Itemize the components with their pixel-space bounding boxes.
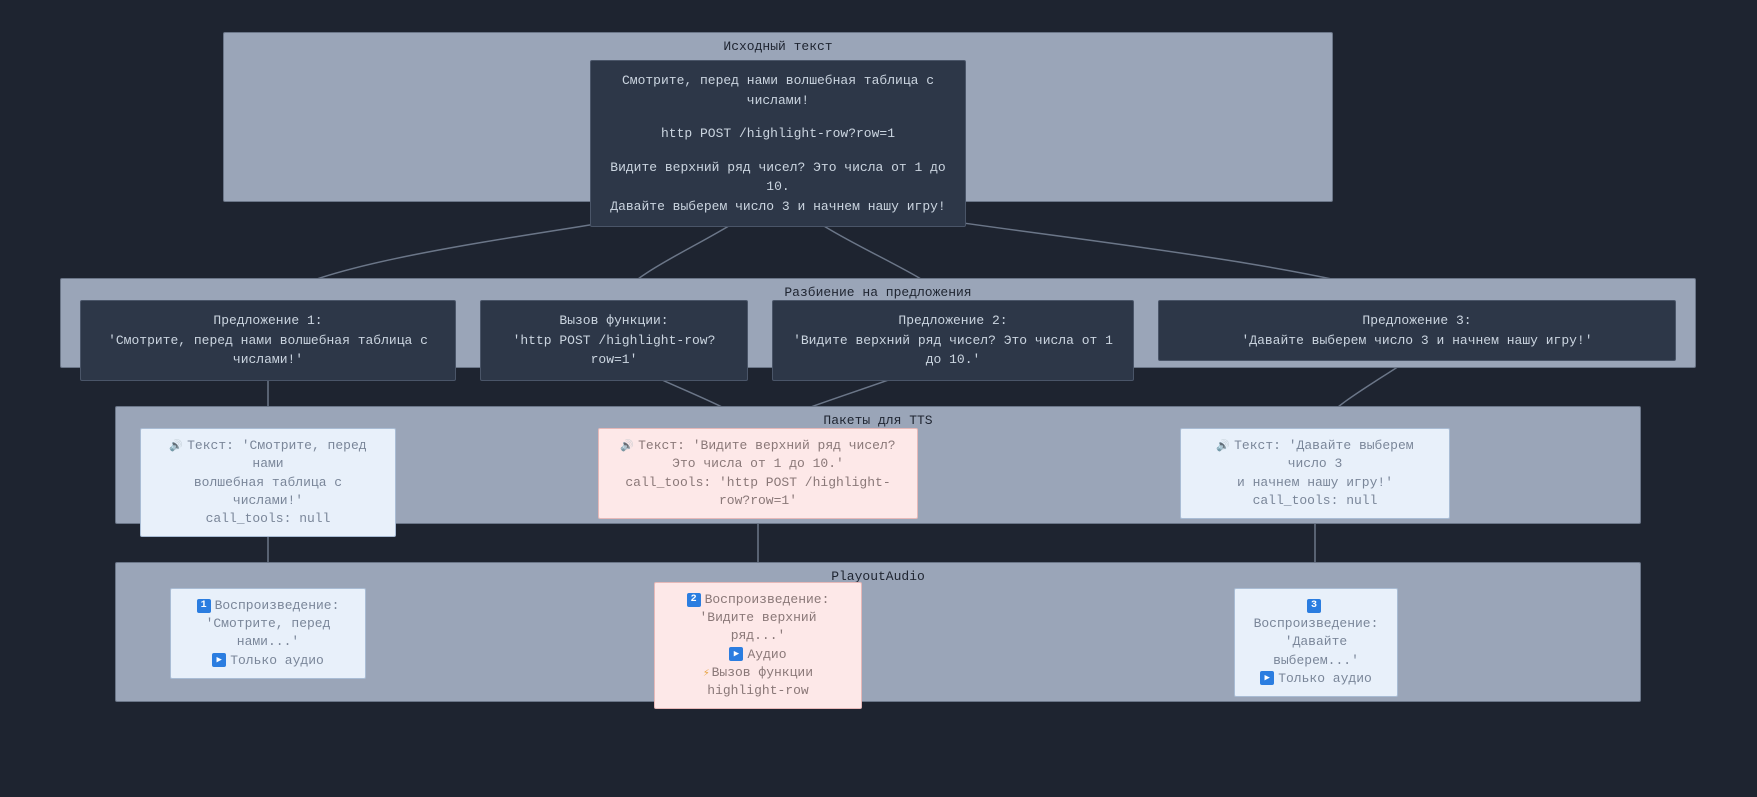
function-call-box: Вызов функции: 'http POST /highlight-row… bbox=[480, 300, 748, 381]
tts1-line3: call_tools: null bbox=[155, 510, 381, 528]
source-line1: Смотрите, перед нами волшебная таблица с… bbox=[605, 71, 951, 110]
sentence-1-label: Предложение 1: bbox=[95, 311, 441, 331]
tts1-line2: волшебная таблица с числами!' bbox=[155, 474, 381, 510]
sentence-3-label: Предложение 3: bbox=[1173, 311, 1661, 331]
sentence-3-box: Предложение 3: 'Давайте выберем число 3 … bbox=[1158, 300, 1676, 361]
tts3-line3: call_tools: null bbox=[1195, 492, 1435, 510]
tts-packet-3: Текст: 'Давайте выберем число 3 и начнем… bbox=[1180, 428, 1450, 519]
stage-playout-title: PlayoutAudio bbox=[116, 563, 1640, 588]
sentence-2-box: Предложение 2: 'Видите верхний ряд чисел… bbox=[772, 300, 1134, 381]
play2-label: Воспроизведение: bbox=[705, 592, 830, 607]
source-line4: Давайте выберем число 3 и начнем нашу иг… bbox=[605, 197, 951, 217]
badge-1-icon: 1 bbox=[197, 599, 211, 613]
source-line2: http POST /highlight-row?row=1 bbox=[605, 124, 951, 144]
source-text-box: Смотрите, перед нами волшебная таблица с… bbox=[590, 60, 966, 227]
play-icon bbox=[729, 647, 747, 662]
badge-2-icon: 2 bbox=[687, 593, 701, 607]
play3-text: 'Давайте выберем...' bbox=[1249, 633, 1383, 669]
play3-label: Воспроизведение: bbox=[1254, 616, 1379, 631]
play2-text: 'Видите верхний ряд...' bbox=[669, 609, 847, 645]
speaker-icon bbox=[1216, 438, 1234, 453]
sentence-1-box: Предложение 1: 'Смотрите, перед нами вол… bbox=[80, 300, 456, 381]
playout-2: 2 Воспроизведение: 'Видите верхний ряд...… bbox=[654, 582, 862, 709]
tts3-line1: Текст: 'Давайте выберем число 3 bbox=[1234, 438, 1413, 471]
source-line3: Видите верхний ряд чисел? Это числа от 1… bbox=[605, 158, 951, 197]
tts2-line2: Это числа от 1 до 10.' bbox=[613, 455, 903, 473]
play-icon bbox=[212, 653, 230, 668]
tts1-line1: Текст: 'Смотрите, перед нами bbox=[187, 438, 366, 471]
speaker-icon bbox=[620, 438, 638, 453]
bolt-icon bbox=[703, 665, 712, 680]
playout-3: 3 Воспроизведение: 'Давайте выберем...' Т… bbox=[1234, 588, 1398, 697]
play2-call: Вызов функции highlight-row bbox=[707, 665, 813, 698]
tts-packet-2: Текст: 'Видите верхний ряд чисел? Это чи… bbox=[598, 428, 918, 519]
sentence-2-text: 'Видите верхний ряд чисел? Это числа от … bbox=[787, 331, 1119, 370]
function-call-text: 'http POST /highlight-row?row=1' bbox=[495, 331, 733, 370]
play1-text: 'Смотрите, перед нами...' bbox=[185, 615, 351, 651]
sentence-2-label: Предложение 2: bbox=[787, 311, 1119, 331]
playout-1: 1 Воспроизведение: 'Смотрите, перед нами.… bbox=[170, 588, 366, 679]
play2-audio: Аудио bbox=[747, 647, 786, 662]
function-call-label: Вызов функции: bbox=[495, 311, 733, 331]
sentence-3-text: 'Давайте выберем число 3 и начнем нашу и… bbox=[1173, 331, 1661, 351]
tts3-line2: и начнем нашу игру!' bbox=[1195, 474, 1435, 492]
stage-source-title: Исходный текст bbox=[224, 33, 1332, 58]
tts2-line3: call_tools: 'http POST /highlight-row?ro… bbox=[613, 474, 903, 510]
play-icon bbox=[1260, 671, 1278, 686]
badge-3-icon: 3 bbox=[1307, 599, 1321, 613]
tts-packet-1: Текст: 'Смотрите, перед нами волшебная т… bbox=[140, 428, 396, 537]
sentence-1-text: 'Смотрите, перед нами волшебная таблица … bbox=[95, 331, 441, 370]
play3-audio: Только аудио bbox=[1278, 671, 1372, 686]
tts2-line1: Текст: 'Видите верхний ряд чисел? bbox=[638, 438, 895, 453]
play1-audio: Только аудио bbox=[230, 653, 324, 668]
speaker-icon bbox=[169, 438, 187, 453]
play1-label: Воспроизведение: bbox=[215, 598, 340, 613]
